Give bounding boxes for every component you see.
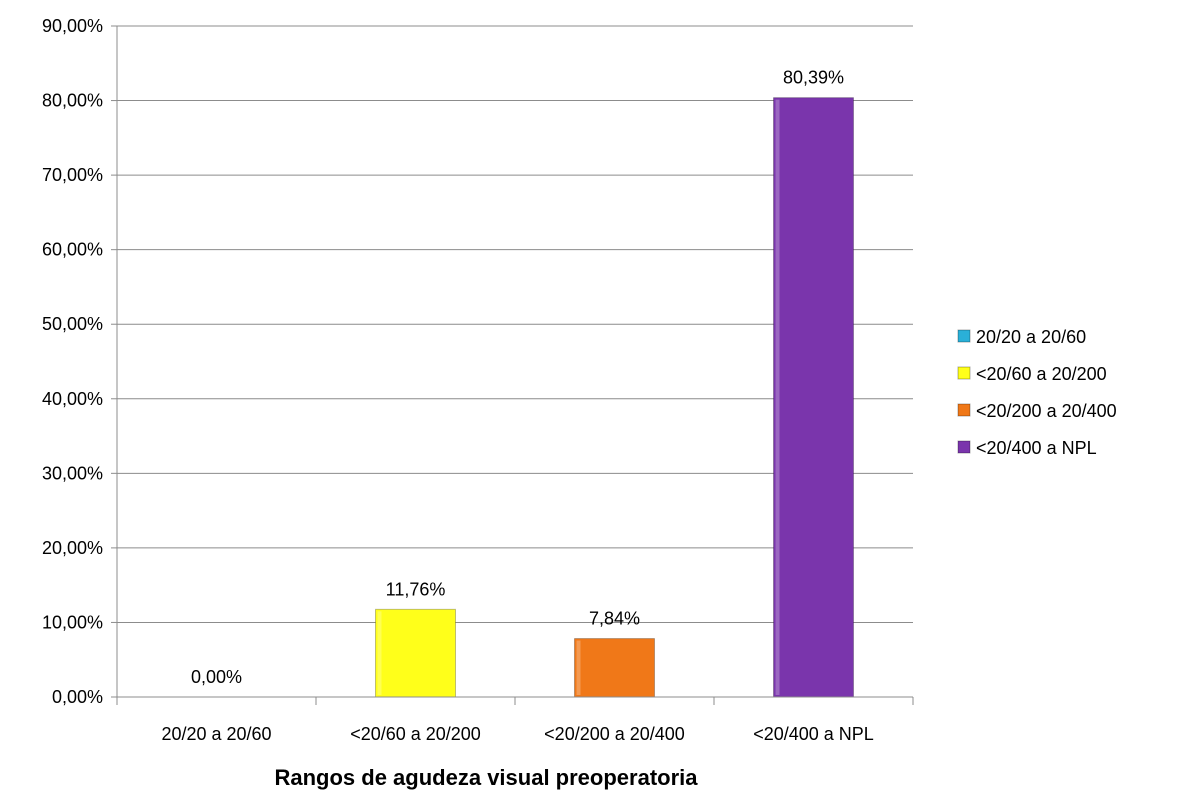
y-tick-label: 50,00% [42,314,103,334]
bar [574,638,655,698]
bar [773,97,854,698]
x-category-label: <20/400 a NPL [753,724,874,744]
y-tick-label: 60,00% [42,240,103,260]
legend-entry-label: 20/20 a 20/60 [976,327,1086,347]
legend-entry-label: <20/200 a 20/400 [976,401,1117,421]
data-labels: 0,00% 11,76% 7,84% 80,39% [191,68,844,687]
legend-swatch [957,440,971,454]
y-tick-label: 10,00% [42,612,103,632]
legend-entry-label: <20/400 a NPL [976,438,1097,458]
data-label: 0,00% [191,667,242,687]
bar-highlight [377,611,382,695]
legend-swatch [957,403,971,417]
data-label: 80,39% [783,68,844,88]
legend-swatch [957,366,971,380]
y-tick-label: 0,00% [52,687,103,707]
bars [375,97,854,698]
legend-entry-label: <20/60 a 20/200 [976,364,1107,384]
bar [375,608,456,698]
bar-highlight [576,640,581,695]
y-tick-label: 70,00% [42,165,103,185]
axes [116,26,914,705]
y-tick-label: 20,00% [42,538,103,558]
y-tick-label: 30,00% [42,463,103,483]
bar-highlight [775,99,780,695]
legend: 20/20 a 20/60 <20/60 a 20/200 <20/200 a 20… [957,327,1117,458]
x-category-label: <20/60 a 20/200 [350,724,481,744]
y-axis-tick-labels: 0,00% 10,00% 20,00% 30,00% 40,00% 50,00% 60,00… [42,16,103,707]
x-category-label: 20/20 a 20/60 [161,724,271,744]
x-axis-title: Rangos de agudeza visual preoperatoria [274,765,698,790]
data-label: 7,84% [589,609,640,629]
y-tick-label: 80,00% [42,91,103,111]
x-axis-category-labels: 20/20 a 20/60 <20/60 a 20/200 <20/200 a 20… [161,724,873,744]
y-tick-label: 40,00% [42,389,103,409]
data-label: 11,76% [386,579,446,599]
x-category-label: <20/200 a 20/400 [544,724,685,744]
legend-swatch [957,329,971,343]
y-tick-label: 90,00% [42,16,103,36]
